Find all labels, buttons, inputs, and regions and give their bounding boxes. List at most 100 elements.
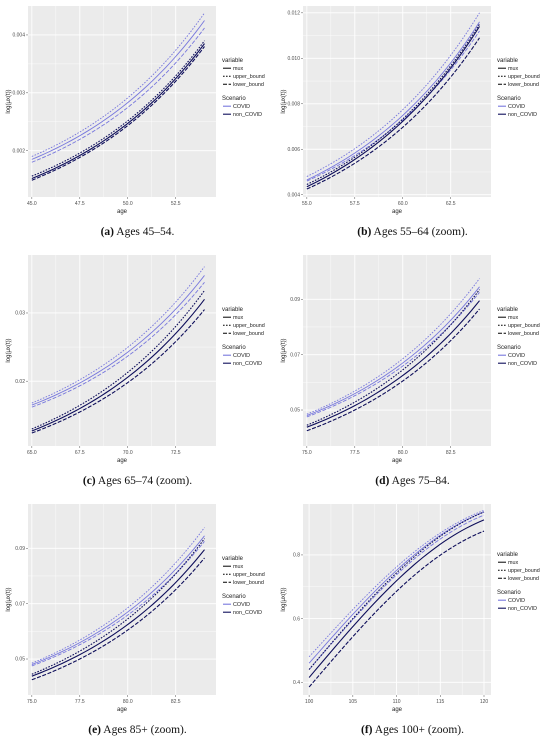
legend-scenario-title: Scenario — [497, 96, 521, 102]
series-line-covid-lower-bound — [308, 514, 485, 670]
x-tick-label: 110 — [393, 699, 401, 705]
plot-background — [28, 255, 216, 446]
x-axis-title: age — [117, 458, 128, 464]
series-line-covid-mux — [306, 286, 480, 416]
legend-label-non_covid: non_COVID — [233, 610, 262, 616]
panel-d: 75.0 77.5 80.0 82.5 0.05 0.07 0.09 age log(μx(t)… — [275, 249, 550, 498]
caption-e-text: Ages 85+ (zoom). — [103, 724, 187, 736]
series-line-non_covid-upper-bound — [308, 511, 485, 670]
x-tick-label: 77.5 — [350, 450, 360, 456]
chart-a: 45.0 47.5 50.0 52.5 0.002 0.003 0.004 age log(μx… — [6, 6, 265, 215]
series-line-covid-upper-bound — [31, 527, 205, 664]
x-tick-label: 82.5 — [446, 450, 456, 456]
x-tick-label: 60.0 — [398, 201, 408, 207]
x-tick-label: 67.5 — [75, 450, 85, 456]
legend-label-lower-bound: lower_bound — [233, 82, 264, 88]
caption-f-label: (f) — [361, 724, 373, 736]
y-tick-label: 0.02 — [15, 379, 25, 385]
legend-label-non_covid: non_COVID — [508, 112, 537, 118]
legend-scenario-title: Scenario — [222, 594, 246, 600]
legend-scenario-title: Scenario — [497, 590, 521, 596]
caption-e-label: (e) — [88, 724, 102, 736]
legend-variable-title: variable — [497, 307, 519, 313]
panel-f: 100 105 110 115 120 0.4 0.6 0.8 age log(μx(t)) var… — [275, 498, 550, 747]
series-line-non_covid-mux — [308, 519, 485, 678]
y-tick-label: 0.09 — [15, 546, 25, 552]
caption-d-label: (d) — [375, 475, 390, 487]
caption-a-label: (a) — [100, 226, 115, 238]
legend-label-mux: mux — [233, 66, 243, 72]
series-line-covid-upper-bound — [306, 12, 480, 177]
legend-label-non_covid: non_COVID — [233, 112, 262, 118]
legend-label-covid: COVID — [233, 602, 250, 608]
x-tick-label: 77.5 — [75, 699, 85, 705]
x-axis-title: age — [392, 209, 403, 215]
legend-label-upper-bound: upper_bound — [233, 323, 265, 329]
x-axis-title: age — [117, 707, 128, 713]
legend-label-mux: mux — [233, 564, 243, 570]
panel-e: 75.0 77.5 80.0 82.5 0.05 0.07 0.09 age log(μx(t)… — [0, 498, 275, 747]
legend-label-non_covid: non_COVID — [233, 361, 262, 367]
legend-label-lower-bound: lower_bound — [508, 576, 539, 582]
series-line-covid-mux — [306, 21, 480, 181]
y-axis-title: log(μx(t)) — [281, 338, 287, 362]
legend-label-upper-bound: upper_bound — [508, 568, 540, 574]
legend-label-mux: mux — [508, 315, 518, 321]
series-line-non_covid-upper-bound — [306, 289, 480, 426]
y-tick-label: 0.07 — [15, 601, 25, 607]
chart-f: 100 105 110 115 120 0.4 0.6 0.8 age log(μx(t)) var… — [281, 504, 540, 713]
legend-label-upper-bound: upper_bound — [508, 323, 540, 329]
legend-variable-title: variable — [222, 307, 244, 313]
panel-a: 45.0 47.5 50.0 52.5 0.002 0.003 0.004 age log(μx… — [0, 0, 275, 249]
y-axis-title: log(μx(t)) — [281, 89, 287, 113]
series-line-non_covid-lower-bound — [306, 308, 480, 432]
y-tick-label: 0.05 — [290, 408, 300, 414]
series-line-non_covid-lower-bound — [31, 46, 205, 181]
caption-c-label: (c) — [82, 475, 96, 487]
legend-label-upper-bound: upper_bound — [508, 74, 540, 80]
series-line-non_covid-lower-bound — [308, 530, 485, 688]
y-tick-label: 0.012 — [287, 11, 300, 17]
panel-c: 65.0 67.5 70.0 72.5 0.02 0.03 age log(μx(t)) var… — [0, 249, 275, 498]
y-tick-label: 0.003 — [12, 91, 25, 97]
caption-c: (c) Ages 65–74 (zoom). — [0, 475, 275, 487]
legend-label-mux: mux — [233, 315, 243, 321]
caption-b-label: (b) — [357, 226, 372, 238]
x-tick-label: 75.0 — [302, 450, 312, 456]
series-line-non_covid-upper-bound — [31, 538, 205, 675]
series-line-non_covid-lower-bound — [306, 37, 480, 190]
y-tick-label: 0.09 — [290, 297, 300, 303]
y-tick-label: 0.002 — [12, 148, 25, 154]
y-tick-label: 0.6 — [293, 616, 300, 622]
caption-a-text: Ages 45–54. — [116, 226, 175, 238]
y-tick-label: 0.010 — [287, 56, 300, 62]
plot-background — [303, 255, 491, 446]
caption-b-text: Ages 55–64 (zoom). — [373, 226, 468, 238]
x-tick-label: 65.0 — [27, 450, 37, 456]
y-tick-label: 0.03 — [15, 311, 25, 317]
y-tick-label: 0.006 — [287, 147, 300, 153]
series-line-non_covid-mux — [306, 26, 480, 188]
series-line-covid-lower-bound — [31, 282, 205, 408]
legend-label-mux: mux — [508, 66, 518, 72]
y-tick-label: 0.05 — [15, 657, 25, 663]
legend-label-mux: mux — [508, 560, 518, 566]
x-tick-label: 115 — [436, 699, 444, 705]
caption-b: (b) Ages 55–64 (zoom). — [275, 226, 550, 238]
legend-label-lower-bound: lower_bound — [233, 580, 264, 586]
legend-variable-title: variable — [497, 552, 519, 558]
legend-label-non_covid: non_COVID — [508, 361, 537, 367]
chart-e: 75.0 77.5 80.0 82.5 0.05 0.07 0.09 age log(μx(t)… — [6, 504, 265, 713]
x-tick-label: 82.5 — [171, 699, 181, 705]
series-line-non_covid-mux — [31, 549, 205, 677]
series-line-covid-lower-bound — [31, 27, 205, 163]
legend-label-lower-bound: lower_bound — [508, 331, 539, 337]
caption-e: (e) Ages 85+ (zoom). — [0, 724, 275, 736]
caption-a: (a) Ages 45–54. — [0, 226, 275, 238]
legend-label-lower-bound: lower_bound — [508, 82, 539, 88]
legend-label-covid: COVID — [233, 353, 250, 359]
x-tick-label: 80.0 — [123, 699, 133, 705]
caption-f-text: Ages 100+ (zoom). — [374, 724, 464, 736]
x-tick-label: 80.0 — [398, 450, 408, 456]
series-line-covid-mux — [31, 275, 205, 406]
